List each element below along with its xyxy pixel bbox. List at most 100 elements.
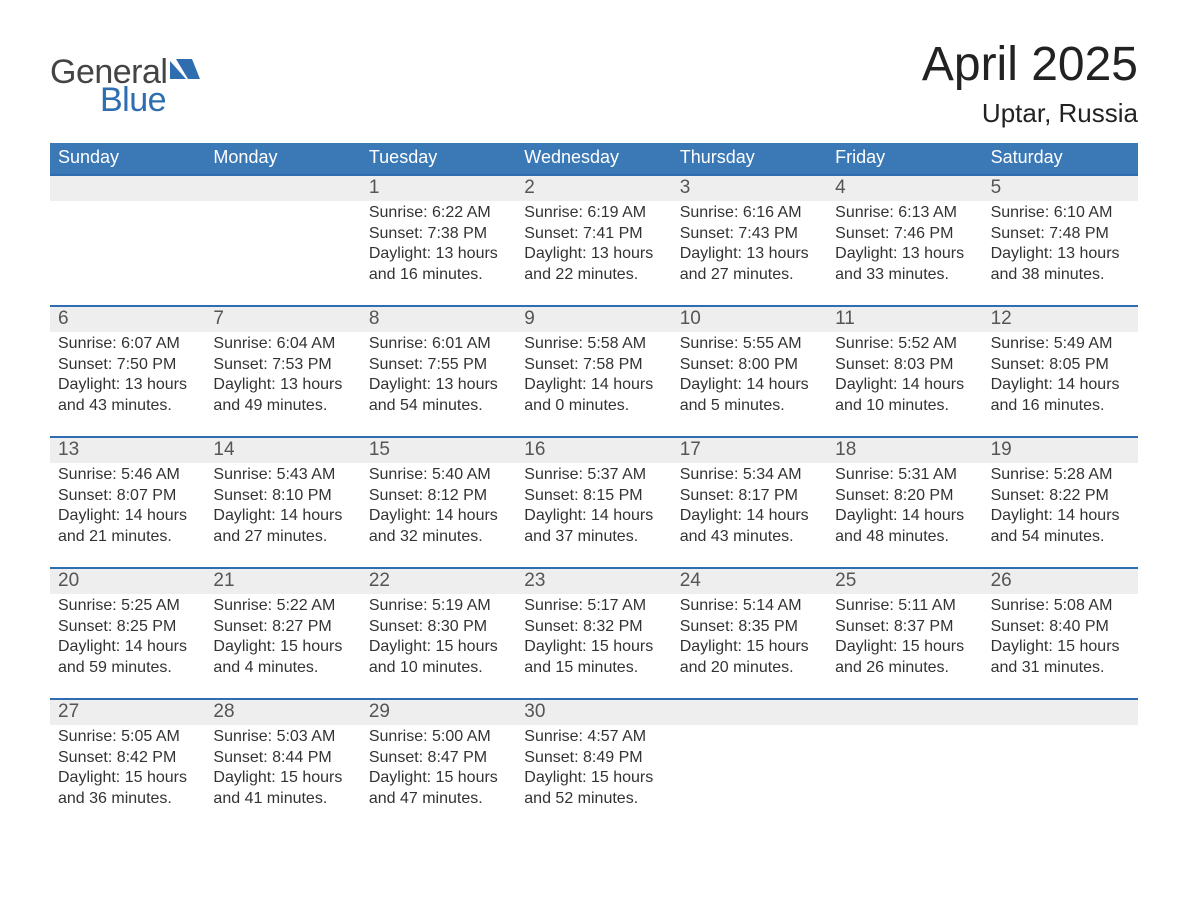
day-cell: Sunrise: 5:34 AMSunset: 8:17 PMDaylight:… xyxy=(672,463,827,557)
day-cell: Sunrise: 5:11 AMSunset: 8:37 PMDaylight:… xyxy=(827,594,982,688)
sunset-line: Sunset: 7:53 PM xyxy=(213,355,352,375)
week-body: Sunrise: 5:46 AMSunset: 8:07 PMDaylight:… xyxy=(50,463,1138,567)
day-cell xyxy=(827,725,982,819)
daylight-line-2: and 36 minutes. xyxy=(58,789,197,809)
day-number-strip: 27282930 xyxy=(50,700,1138,725)
sunset-line: Sunset: 7:38 PM xyxy=(369,224,508,244)
sunset-line: Sunset: 8:10 PM xyxy=(213,486,352,506)
sunset-line: Sunset: 8:20 PM xyxy=(835,486,974,506)
daylight-line-1: Daylight: 15 hours xyxy=(524,637,663,657)
day-header: Monday xyxy=(205,143,360,174)
week-row: 6789101112Sunrise: 6:07 AMSunset: 7:50 P… xyxy=(50,305,1138,436)
daylight-line-2: and 54 minutes. xyxy=(991,527,1130,547)
daylight-line-2: and 10 minutes. xyxy=(369,658,508,678)
week-row: 20212223242526Sunrise: 5:25 AMSunset: 8:… xyxy=(50,567,1138,698)
sunset-line: Sunset: 8:27 PM xyxy=(213,617,352,637)
day-header: Thursday xyxy=(672,143,827,174)
daylight-line-1: Daylight: 13 hours xyxy=(58,375,197,395)
weeks-container: 12345Sunrise: 6:22 AMSunset: 7:38 PMDayl… xyxy=(50,174,1138,829)
sunset-line: Sunset: 8:37 PM xyxy=(835,617,974,637)
daylight-line-2: and 0 minutes. xyxy=(524,396,663,416)
day-number xyxy=(205,176,360,201)
daylight-line-2: and 49 minutes. xyxy=(213,396,352,416)
daylight-line-2: and 37 minutes. xyxy=(524,527,663,547)
day-cell: Sunrise: 5:55 AMSunset: 8:00 PMDaylight:… xyxy=(672,332,827,426)
day-number: 20 xyxy=(50,569,205,594)
sunset-line: Sunset: 8:32 PM xyxy=(524,617,663,637)
day-number: 11 xyxy=(827,307,982,332)
sunset-line: Sunset: 7:43 PM xyxy=(680,224,819,244)
day-number: 30 xyxy=(516,700,671,725)
sunrise-line: Sunrise: 6:13 AM xyxy=(835,203,974,223)
day-number: 8 xyxy=(361,307,516,332)
day-number: 23 xyxy=(516,569,671,594)
day-number: 7 xyxy=(205,307,360,332)
day-cell: Sunrise: 6:13 AMSunset: 7:46 PMDaylight:… xyxy=(827,201,982,295)
day-cell: Sunrise: 5:37 AMSunset: 8:15 PMDaylight:… xyxy=(516,463,671,557)
day-header-row: SundayMondayTuesdayWednesdayThursdayFrid… xyxy=(50,143,1138,174)
week-body: Sunrise: 6:07 AMSunset: 7:50 PMDaylight:… xyxy=(50,332,1138,436)
daylight-line-1: Daylight: 14 hours xyxy=(524,506,663,526)
day-number: 9 xyxy=(516,307,671,332)
day-cell: Sunrise: 5:03 AMSunset: 8:44 PMDaylight:… xyxy=(205,725,360,819)
daylight-line-2: and 33 minutes. xyxy=(835,265,974,285)
day-number xyxy=(672,700,827,725)
daylight-line-2: and 21 minutes. xyxy=(58,527,197,547)
daylight-line-2: and 31 minutes. xyxy=(991,658,1130,678)
daylight-line-2: and 20 minutes. xyxy=(680,658,819,678)
daylight-line-1: Daylight: 15 hours xyxy=(524,768,663,788)
sunset-line: Sunset: 8:15 PM xyxy=(524,486,663,506)
daylight-line-1: Daylight: 14 hours xyxy=(58,637,197,657)
daylight-line-1: Daylight: 15 hours xyxy=(835,637,974,657)
day-header: Wednesday xyxy=(516,143,671,174)
sunrise-line: Sunrise: 5:46 AM xyxy=(58,465,197,485)
sunrise-line: Sunrise: 5:58 AM xyxy=(524,334,663,354)
day-number xyxy=(827,700,982,725)
sunset-line: Sunset: 8:17 PM xyxy=(680,486,819,506)
day-cell: Sunrise: 6:04 AMSunset: 7:53 PMDaylight:… xyxy=(205,332,360,426)
sunrise-line: Sunrise: 5:34 AM xyxy=(680,465,819,485)
logo-flag-icon xyxy=(170,57,200,83)
sunset-line: Sunset: 7:41 PM xyxy=(524,224,663,244)
daylight-line-2: and 52 minutes. xyxy=(524,789,663,809)
daylight-line-1: Daylight: 15 hours xyxy=(213,768,352,788)
daylight-line-1: Daylight: 14 hours xyxy=(680,375,819,395)
day-number: 13 xyxy=(50,438,205,463)
daylight-line-2: and 16 minutes. xyxy=(991,396,1130,416)
daylight-line-1: Daylight: 14 hours xyxy=(680,506,819,526)
logo-text-blue: Blue xyxy=(100,83,200,117)
day-cell: Sunrise: 5:40 AMSunset: 8:12 PMDaylight:… xyxy=(361,463,516,557)
daylight-line-1: Daylight: 14 hours xyxy=(58,506,197,526)
day-header: Sunday xyxy=(50,143,205,174)
sunset-line: Sunset: 8:12 PM xyxy=(369,486,508,506)
week-row: 13141516171819Sunrise: 5:46 AMSunset: 8:… xyxy=(50,436,1138,567)
daylight-line-1: Daylight: 13 hours xyxy=(369,375,508,395)
day-number: 21 xyxy=(205,569,360,594)
day-cell: Sunrise: 5:28 AMSunset: 8:22 PMDaylight:… xyxy=(983,463,1138,557)
week-body: Sunrise: 6:22 AMSunset: 7:38 PMDaylight:… xyxy=(50,201,1138,305)
sunset-line: Sunset: 8:44 PM xyxy=(213,748,352,768)
day-number: 28 xyxy=(205,700,360,725)
sunrise-line: Sunrise: 6:19 AM xyxy=(524,203,663,223)
logo: General Blue xyxy=(50,40,200,117)
daylight-line-1: Daylight: 14 hours xyxy=(991,375,1130,395)
daylight-line-2: and 10 minutes. xyxy=(835,396,974,416)
week-row: 27282930Sunrise: 5:05 AMSunset: 8:42 PMD… xyxy=(50,698,1138,829)
week-body: Sunrise: 5:25 AMSunset: 8:25 PMDaylight:… xyxy=(50,594,1138,698)
daylight-line-2: and 4 minutes. xyxy=(213,658,352,678)
day-number: 1 xyxy=(361,176,516,201)
daylight-line-2: and 16 minutes. xyxy=(369,265,508,285)
sunset-line: Sunset: 8:30 PM xyxy=(369,617,508,637)
day-cell: Sunrise: 6:19 AMSunset: 7:41 PMDaylight:… xyxy=(516,201,671,295)
day-number: 14 xyxy=(205,438,360,463)
daylight-line-2: and 38 minutes. xyxy=(991,265,1130,285)
daylight-line-2: and 22 minutes. xyxy=(524,265,663,285)
sunrise-line: Sunrise: 5:03 AM xyxy=(213,727,352,747)
sunrise-line: Sunrise: 6:07 AM xyxy=(58,334,197,354)
daylight-line-1: Daylight: 13 hours xyxy=(680,244,819,264)
day-number-strip: 6789101112 xyxy=(50,307,1138,332)
day-header: Friday xyxy=(827,143,982,174)
daylight-line-1: Daylight: 14 hours xyxy=(369,506,508,526)
daylight-line-1: Daylight: 14 hours xyxy=(991,506,1130,526)
sunset-line: Sunset: 8:35 PM xyxy=(680,617,819,637)
